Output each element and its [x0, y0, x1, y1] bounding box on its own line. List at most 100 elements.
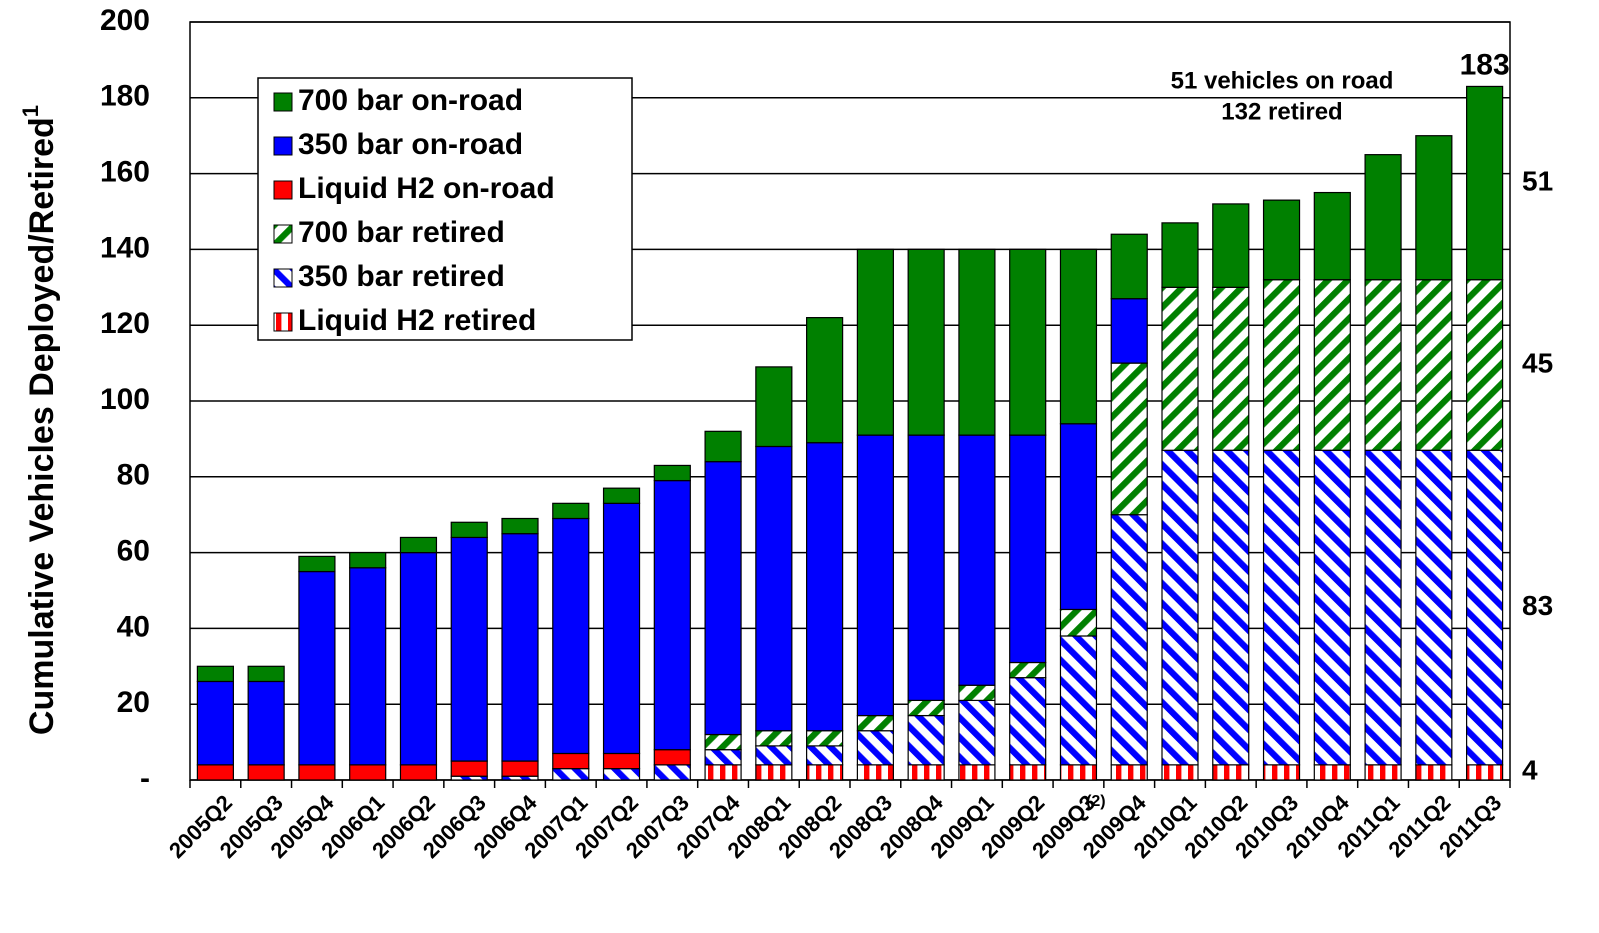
- y-tick-label: -: [140, 762, 150, 795]
- segment-label: 51: [1522, 165, 1553, 196]
- bar-segment: [501, 517, 539, 535]
- bar-segment: [907, 434, 945, 702]
- bar-segment: [755, 445, 793, 732]
- legend-swatch: [273, 136, 293, 156]
- bar-segment: [1364, 764, 1402, 781]
- bar-segment: [196, 764, 234, 781]
- bar-segment: [653, 479, 691, 751]
- bar-segment: [1212, 449, 1250, 766]
- y-tick-label: 20: [117, 686, 150, 719]
- bar-segment: [704, 764, 742, 781]
- bar-segment: [755, 366, 793, 448]
- legend-label: Liquid H2 on-road: [298, 172, 555, 205]
- bar-segment: [755, 745, 793, 766]
- bar-segment: [704, 733, 742, 751]
- legend-swatch: [273, 268, 293, 288]
- bar-segment: [1059, 423, 1098, 611]
- bar-segment: [1466, 85, 1504, 281]
- bar-segment: [806, 442, 844, 732]
- y-tick-label: 40: [117, 610, 150, 643]
- bar-segment: [907, 248, 945, 436]
- bar-segment: [1313, 764, 1351, 781]
- bar-segment: [450, 536, 488, 762]
- bar-segment: [856, 714, 894, 732]
- y-tick-label: 80: [117, 459, 150, 492]
- bar-segment: [450, 521, 488, 539]
- bar-segment: [856, 434, 894, 717]
- category-note: (2): [1086, 793, 1106, 810]
- bar-segment: [653, 764, 691, 781]
- bar-segment: [958, 248, 996, 436]
- bar-segment: [806, 745, 844, 766]
- bar-segment: [196, 665, 234, 683]
- y-tick-label: 140: [100, 231, 150, 264]
- bar-segment: [907, 699, 945, 717]
- bar-segment: [1009, 661, 1047, 679]
- bar-segment: [856, 248, 894, 436]
- y-tick-label: 180: [100, 80, 150, 113]
- legend-label: 700 bar on-road: [298, 84, 523, 117]
- bar-segment: [602, 752, 641, 770]
- y-axis-label: Cumulative Vehicles Deployed/Retired1: [18, 105, 61, 735]
- bar-segment: [653, 464, 691, 482]
- bar-segment: [247, 665, 285, 683]
- y-tick-label: 160: [100, 156, 150, 189]
- bar-segment: [1212, 764, 1250, 781]
- bar-segment: [1415, 764, 1453, 781]
- bar-segment: [1161, 764, 1199, 781]
- bar-segment: [399, 551, 438, 766]
- bar-segment: [1059, 764, 1098, 781]
- bar-segment: [1466, 449, 1504, 766]
- bar-segment: [1313, 279, 1351, 451]
- bar-segment: [1364, 154, 1402, 281]
- segment-label: 83: [1522, 590, 1553, 621]
- legend-swatch: [273, 312, 293, 332]
- bar-segment: [247, 680, 285, 766]
- bar-segment: [1262, 279, 1301, 451]
- bar-segment: [247, 764, 285, 781]
- bar-segment: [1110, 233, 1148, 300]
- bar-segment: [856, 764, 894, 781]
- bar-segment: [501, 760, 539, 777]
- legend-label: 350 bar on-road: [298, 128, 523, 161]
- bar-segment: [501, 533, 539, 762]
- bar-segment: [755, 764, 793, 781]
- bar-segment: [196, 680, 234, 766]
- y-tick-label: 60: [117, 535, 150, 568]
- segment-label: 45: [1522, 347, 1553, 378]
- annotation: 132 retired: [1221, 98, 1342, 125]
- bar-segment: [704, 461, 742, 736]
- bar-segment: [1262, 449, 1301, 766]
- bar-segment: [1161, 222, 1199, 288]
- bar-segment: [1262, 199, 1301, 281]
- bar-segment: [1212, 203, 1250, 288]
- bar-segment: [907, 764, 945, 781]
- bar-segment: [958, 699, 996, 766]
- bar-segment: [399, 536, 438, 554]
- bar-segment: [1059, 608, 1098, 637]
- bar-segment: [450, 760, 488, 777]
- bar-segment: [1009, 434, 1047, 664]
- bar-segment: [806, 317, 844, 444]
- legend-swatch: [273, 180, 293, 200]
- bar-segment: [1110, 362, 1148, 516]
- bar-segment: [755, 730, 793, 747]
- legend-label: 350 bar retired: [298, 260, 505, 293]
- bar-segment: [958, 764, 996, 781]
- annotation: 51 vehicles on road: [1171, 67, 1394, 94]
- bar-segment: [704, 749, 742, 766]
- bar-segment: [349, 567, 387, 766]
- legend-label: Liquid H2 retired: [298, 304, 536, 337]
- bar-segment: [1415, 449, 1453, 766]
- bar-segment: [1059, 248, 1098, 425]
- bar-segment: [349, 764, 387, 781]
- bar-segment: [1415, 135, 1453, 281]
- y-tick-label: 100: [100, 383, 150, 416]
- bar-segment: [1059, 635, 1098, 766]
- bar-segment: [1415, 279, 1453, 451]
- bar-segment: [806, 730, 844, 747]
- bar-segment: [856, 730, 894, 766]
- y-tick-label: 200: [100, 4, 150, 37]
